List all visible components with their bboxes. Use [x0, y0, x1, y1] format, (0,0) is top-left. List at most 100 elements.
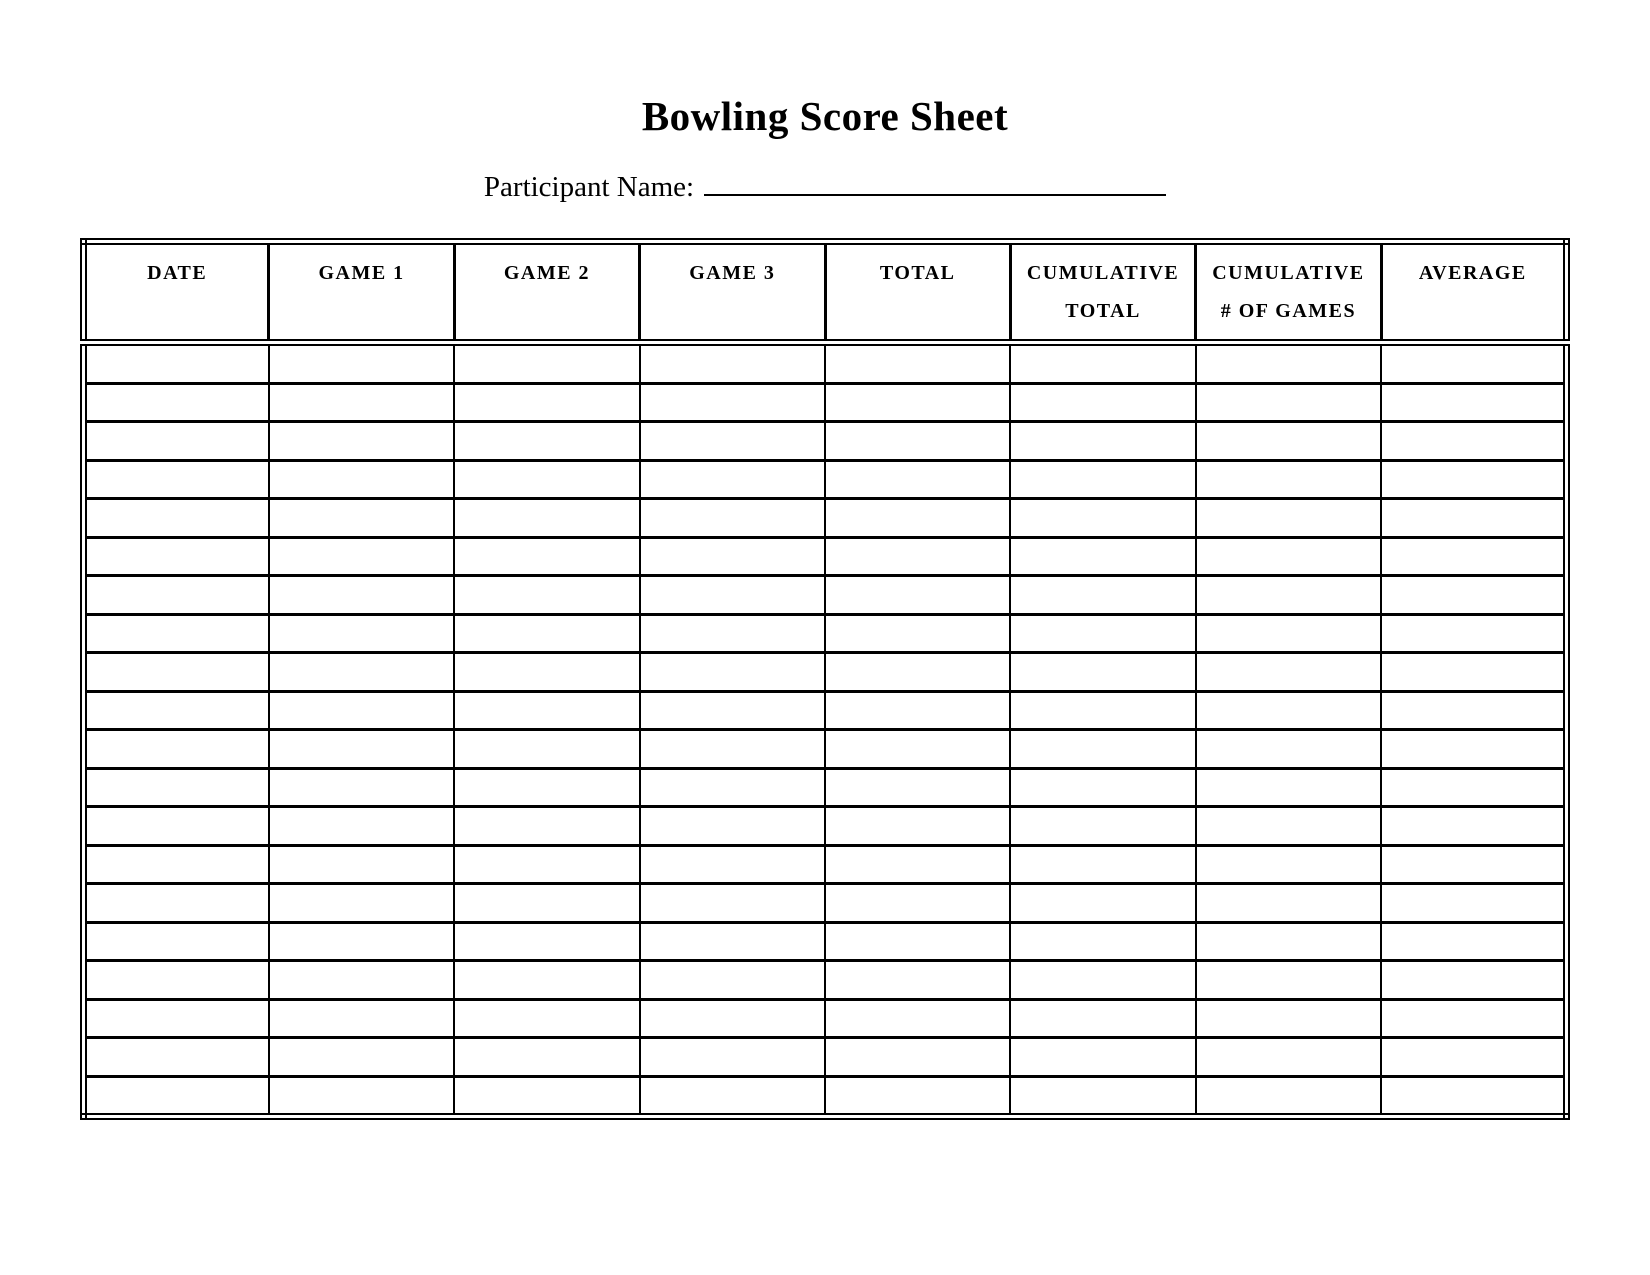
empty-score-cell	[1009, 805, 1197, 847]
empty-score-cell	[638, 920, 827, 962]
empty-score-cell	[638, 689, 827, 731]
empty-score-cell	[267, 920, 456, 962]
empty-score-cell	[1194, 1036, 1383, 1078]
empty-score-cell	[453, 574, 641, 616]
empty-score-cell	[823, 458, 1012, 500]
header-label: CUMULATIVE	[1026, 262, 1180, 284]
empty-score-cell	[1380, 381, 1568, 423]
table-row	[82, 882, 1568, 924]
empty-score-cell	[267, 1036, 456, 1078]
empty-score-cell	[823, 959, 1012, 1001]
empty-score-cell	[1380, 805, 1568, 847]
header-row: DATE GAME 1 GAME 2 GAME 3 TOTAL	[81, 241, 1569, 346]
empty-score-cell	[1380, 959, 1568, 1001]
empty-score-cell	[1380, 612, 1568, 654]
empty-score-cell	[1380, 920, 1568, 962]
empty-score-cell	[267, 381, 456, 423]
header-label: AVERAGE	[1418, 262, 1527, 284]
table-row	[82, 651, 1568, 693]
empty-score-cell	[1009, 689, 1197, 731]
empty-score-cell	[1194, 882, 1383, 924]
empty-score-cell	[1380, 843, 1568, 885]
empty-score-cell	[82, 651, 270, 693]
empty-score-cell	[82, 420, 270, 462]
table-row	[82, 728, 1568, 770]
empty-score-cell	[453, 651, 641, 693]
empty-score-cell	[267, 458, 456, 500]
header-label: DATE	[147, 262, 208, 284]
empty-score-cell	[1009, 497, 1197, 539]
column-header-cumulative-total: CUMULATIVE TOTAL	[1008, 241, 1198, 346]
empty-score-cell	[823, 805, 1012, 847]
score-table-body	[82, 341, 1568, 1118]
empty-score-cell	[1194, 959, 1383, 1001]
empty-score-cell	[267, 766, 456, 808]
table-row	[82, 920, 1568, 962]
empty-score-cell	[82, 535, 270, 577]
empty-score-cell	[1380, 1036, 1568, 1078]
empty-score-cell	[1194, 997, 1383, 1039]
column-header-game1: GAME 1	[267, 241, 456, 346]
empty-score-cell	[1194, 574, 1383, 616]
empty-score-cell	[1009, 612, 1197, 654]
empty-score-cell	[823, 497, 1012, 539]
table-row	[82, 1036, 1568, 1078]
header-label-line2: # OF GAMES	[1220, 300, 1357, 322]
empty-score-cell	[82, 574, 270, 616]
empty-score-cell	[82, 882, 270, 924]
empty-score-cell	[1194, 341, 1383, 385]
column-header-cumulative-games: CUMULATIVE # OF GAMES	[1194, 241, 1383, 346]
table-row	[82, 381, 1568, 423]
empty-score-cell	[453, 381, 641, 423]
empty-score-cell	[82, 689, 270, 731]
empty-score-cell	[1380, 1074, 1568, 1118]
empty-score-cell	[453, 497, 641, 539]
empty-score-cell	[1009, 574, 1197, 616]
table-row	[82, 689, 1568, 731]
empty-score-cell	[1380, 728, 1568, 770]
empty-score-cell	[453, 728, 641, 770]
header-label: GAME 2	[503, 262, 591, 284]
empty-score-cell	[1380, 574, 1568, 616]
empty-score-cell	[638, 612, 827, 654]
empty-score-cell	[823, 1036, 1012, 1078]
participant-name-row: Participant Name:	[0, 168, 1650, 204]
empty-score-cell	[823, 882, 1012, 924]
empty-score-cell	[823, 341, 1012, 385]
header-label: CUMULATIVE	[1212, 262, 1365, 284]
empty-score-cell	[1194, 497, 1383, 539]
table-row	[82, 535, 1568, 577]
empty-score-cell	[82, 1074, 270, 1118]
empty-score-cell	[453, 920, 641, 962]
empty-score-cell	[1009, 843, 1197, 885]
empty-score-cell	[1194, 612, 1383, 654]
empty-score-cell	[823, 651, 1012, 693]
empty-score-cell	[1194, 381, 1383, 423]
empty-score-cell	[638, 458, 827, 500]
empty-score-cell	[1009, 381, 1197, 423]
empty-score-cell	[453, 959, 641, 1001]
empty-score-cell	[1194, 689, 1383, 731]
empty-score-cell	[82, 728, 270, 770]
empty-score-cell	[267, 689, 456, 731]
empty-score-cell	[1194, 843, 1383, 885]
column-header-date: DATE	[81, 241, 271, 346]
header-label: GAME 3	[689, 262, 776, 284]
empty-score-cell	[267, 843, 456, 885]
empty-score-cell	[1009, 1036, 1197, 1078]
empty-score-cell	[453, 689, 641, 731]
empty-score-cell	[82, 959, 270, 1001]
table-row	[82, 341, 1568, 385]
empty-score-cell	[823, 1074, 1012, 1118]
empty-score-cell	[638, 1074, 827, 1118]
empty-score-cell	[823, 574, 1012, 616]
page-title: Bowling Score Sheet	[641, 93, 1009, 139]
empty-score-cell	[1194, 805, 1383, 847]
empty-score-cell	[453, 997, 641, 1039]
empty-score-cell	[267, 805, 456, 847]
empty-score-cell	[1009, 766, 1197, 808]
table-row	[82, 458, 1568, 500]
empty-score-cell	[453, 612, 641, 654]
empty-score-cell	[1009, 651, 1197, 693]
